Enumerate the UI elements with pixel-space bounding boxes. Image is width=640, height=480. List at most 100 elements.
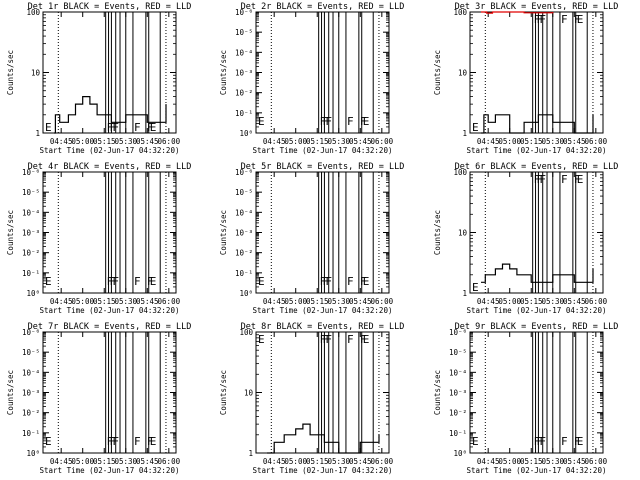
flag-label: F [112,435,119,448]
y-axis-label: Counts/sec [6,370,15,415]
y-tick-label: 10⁻⁴ [22,368,40,377]
flag-label: F [325,115,332,128]
panel-title: Det 6r BLACK = Events, RED = LLD [455,162,619,172]
x-axis-label: Start Time (02-Jun-17 04:32:20) [253,466,393,475]
x-tick-label: 05:15 [306,457,329,466]
x-tick-label: 04:45 [263,297,286,306]
panel-title: Det 1r BLACK = Events, RED = LLD [28,2,192,12]
x-tick-label: 05:15 [93,137,116,146]
x-tick-label: 04:45 [50,137,73,146]
x-tick-label: 06:00 [158,137,181,146]
flag-label: F [360,115,367,128]
flag-label: F [134,121,141,134]
x-tick-label: 05:00 [284,457,307,466]
x-tick-label: 06:00 [371,457,394,466]
y-tick-label: 10⁻² [22,249,40,258]
y-tick-label: 10⁻⁶ [235,8,253,17]
flag-label: F [323,333,330,346]
y-tick-label: 10⁻² [235,89,253,98]
y-tick-label: 10⁻⁴ [235,48,253,57]
panel-title: Det 7r BLACK = Events, RED = LLD [28,322,192,332]
flag-label: F [347,115,354,128]
x-tick-label: 05:00 [284,137,307,146]
flag-label: F [107,435,114,448]
y-tick-label: 10⁻¹ [235,269,253,278]
x-tick-label: 05:45 [563,297,586,306]
x-tick-label: 05:00 [498,457,521,466]
flag-label: F [134,275,141,288]
x-tick-label: 05:45 [349,457,372,466]
panel-4: Det 4r BLACK = Events, RED = LLD Counts/s… [6,162,191,315]
flag-label: E [363,333,370,346]
x-axis-label: Start Time (02-Jun-17 04:32:20) [40,466,180,475]
x-tick-label: 05:00 [284,297,307,306]
y-tick-label: 10⁻⁶ [449,328,467,337]
flag-label: F [360,333,367,346]
x-tick-label: 05:15 [306,297,329,306]
y-tick-label: 10⁻¹ [449,429,467,438]
panel-7: Det 7r BLACK = Events, RED = LLD Counts/s… [6,322,191,475]
flag-label: F [107,121,114,134]
flag-label: F [347,333,354,346]
flag-label: E [45,121,52,134]
x-tick-label: 04:45 [477,137,500,146]
x-tick-label: 05:30 [114,137,137,146]
x-tick-label: 06:00 [585,457,608,466]
y-tick-label: 10 [458,229,468,238]
x-tick-label: 05:45 [136,457,159,466]
flag-label: E [45,435,52,448]
panel-title: Det 5r BLACK = Events, RED = LLD [241,162,405,172]
panel-title: Det 2r BLACK = Events, RED = LLD [241,2,405,12]
y-tick-label: 10⁰ [239,129,253,138]
flag-label: F [574,173,581,186]
x-tick-label: 05:45 [563,137,586,146]
y-tick-label: 10⁻² [22,409,40,418]
y-tick-label: 10⁰ [239,289,253,298]
x-tick-label: 05:45 [136,137,159,146]
y-tick-label: 10⁻¹ [235,109,253,118]
flag-label: F [147,435,154,448]
y-tick-label: 100 [453,168,467,177]
flag-label: F [574,13,581,26]
y-tick-label: 10⁻⁵ [449,348,467,357]
x-axis-label: Start Time (02-Jun-17 04:32:20) [467,306,607,315]
y-tick-label: 10 [31,69,41,78]
x-tick-label: 04:45 [50,297,73,306]
x-tick-label: 04:45 [50,457,73,466]
x-tick-label: 05:30 [327,137,350,146]
y-tick-label: 10⁻⁵ [22,188,40,197]
plot-frame [469,11,604,134]
y-tick-label: 10⁻³ [22,229,40,238]
panel-title: Det 3r BLACK = Events, RED = LLD [455,2,619,12]
y-tick-label: 10⁻⁵ [235,28,253,37]
flag-label: F [561,13,568,26]
flag-label: F [325,333,332,346]
panel-2: Det 2r BLACK = Events, RED = LLD Counts/s… [219,2,404,155]
y-tick-label: 10⁻³ [235,69,253,78]
y-tick-label: 10⁻² [449,409,467,418]
panel-8: Det 8r BLACK = Events, RED = LLD Counts/s… [219,322,404,475]
flag-label: E [150,275,157,288]
flag-label: F [347,275,354,288]
panel-6: Det 6r BLACK = Events, RED = LLD Counts/s… [433,162,618,315]
flag-label: F [134,435,141,448]
flag-label: F [537,13,544,26]
y-tick-label: 10⁻³ [235,229,253,238]
flag-label: F [110,275,117,288]
y-tick-label: 10⁻⁵ [22,348,40,357]
flag-label: F [147,121,154,134]
x-axis-label: Start Time (02-Jun-17 04:32:20) [467,146,607,155]
y-tick-label: 10⁻⁵ [235,188,253,197]
y-tick-label: 10⁻³ [449,389,467,398]
flag-label: F [561,435,568,448]
panel-1: Det 1r BLACK = Events, RED = LLD Counts/s… [6,2,191,155]
series-events [54,96,167,134]
y-tick-label: 10⁻⁶ [235,168,253,177]
flag-label: E [150,435,157,448]
x-tick-label: 05:15 [520,457,543,466]
x-tick-label: 06:00 [371,297,394,306]
x-tick-label: 05:00 [71,297,94,306]
x-tick-label: 04:45 [477,457,500,466]
x-tick-label: 06:00 [585,297,608,306]
flag-label: E [363,115,370,128]
